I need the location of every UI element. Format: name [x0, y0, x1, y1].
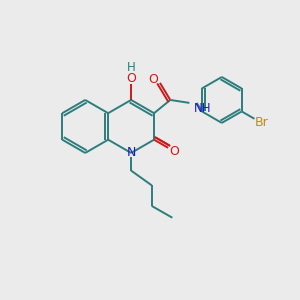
Text: N: N	[126, 146, 136, 159]
Text: NH: NH	[194, 102, 211, 115]
Text: O: O	[169, 145, 178, 158]
Text: O: O	[126, 72, 136, 85]
Text: H: H	[127, 61, 136, 74]
Text: O: O	[148, 73, 158, 86]
Text: Br: Br	[255, 116, 268, 129]
